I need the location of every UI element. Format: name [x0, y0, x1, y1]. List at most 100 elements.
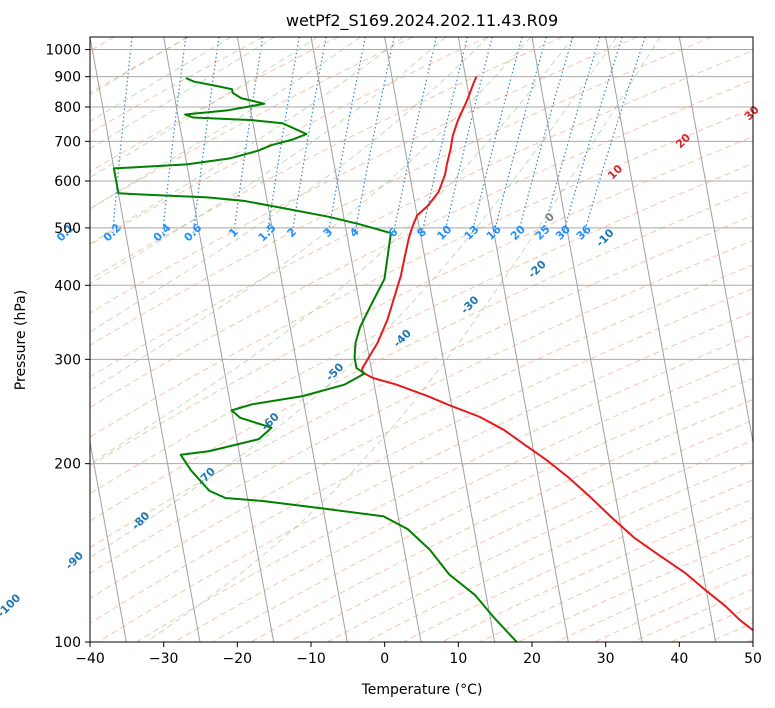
mixing-ratio-line: [266, 37, 300, 234]
y-tick-label: 100: [54, 635, 81, 651]
y-tick-label: 900: [54, 70, 81, 86]
isotherm-line: [163, 37, 275, 642]
y-tick-label: 1000: [45, 43, 81, 59]
mixing-ratio-line: [583, 37, 646, 234]
x-tick-label: 40: [670, 651, 688, 667]
isotherm-label: -50: [323, 360, 346, 383]
warm-isotherm-label: 10: [605, 162, 625, 182]
dry-adiabat: [90, 239, 753, 574]
moist-adiabat: [90, 37, 618, 559]
isotherm-label: -90: [63, 549, 86, 572]
mixing-ratio-label: 25: [533, 223, 553, 243]
x-tick-label: 30: [597, 651, 615, 667]
mixing-ratio-label: 30: [553, 222, 573, 242]
pressure-grid: [90, 49, 753, 642]
x-tick-label: 20: [523, 651, 541, 667]
dry-adiabat: [326, 439, 753, 642]
isotherm-label: -30: [458, 293, 481, 316]
y-tick-label: 800: [54, 100, 81, 116]
mixing-ratio-line: [291, 37, 327, 234]
mixing-ratio-label: 0.2: [101, 221, 124, 244]
line-labels: -100-90-80-70-60-50-40-30-20-100.1 0.2 0.4…: [0, 103, 762, 620]
dry-adiabat: [440, 498, 753, 642]
dry-adiabat: [759, 37, 775, 669]
isotherm-line: [457, 37, 569, 642]
isotherm-line: [605, 37, 717, 642]
isotherm-label: -20: [526, 257, 549, 280]
isotherm-line: [310, 37, 422, 642]
moist-adiabat: [90, 37, 404, 245]
y-tick-label: 300: [54, 352, 81, 368]
mixing-ratio-line: [421, 37, 469, 234]
mixing-ratio-line: [233, 37, 264, 234]
dry-adiabat: [90, 37, 264, 134]
dry-adiabat: [707, 622, 753, 642]
dry-adiabat: [90, 37, 339, 173]
moist-adiabat: [146, 37, 661, 642]
moist-adiabat: [90, 37, 318, 179]
isotherm-line: [752, 37, 753, 40]
profiles: [112, 76, 753, 642]
mixing-ratio-label: 20: [508, 222, 528, 242]
dry-adiabat: [90, 108, 753, 438]
dry-adiabat: [90, 287, 753, 624]
isotherm-label: -100: [0, 591, 24, 620]
x-tick-label: −10: [296, 651, 326, 667]
mixing-ratio-line: [327, 37, 366, 234]
dry-adiabat: [745, 638, 753, 642]
dry-adiabat: [90, 79, 753, 408]
mixing-ratio-label: 10: [434, 222, 454, 242]
mixing-ratio-label: 13: [462, 223, 482, 243]
y-tick-label: 400: [54, 278, 81, 294]
isotherm-label: -40: [391, 327, 414, 350]
x-tick-label: −40: [75, 651, 105, 667]
y-tick-label: 600: [54, 174, 81, 190]
dry-adiabat: [211, 377, 753, 642]
dry-adiabat: [90, 264, 753, 600]
mixing-ratio-line: [542, 37, 601, 234]
moist-adiabat: [90, 37, 232, 122]
x-tick-label: 50: [744, 651, 762, 667]
moist-adiabat: [90, 37, 532, 392]
dry-adiabat: [90, 135, 753, 467]
mixing-ratio-line: [161, 37, 187, 234]
dry-adiabat: [97, 311, 753, 642]
isotherm-label: -60: [259, 410, 282, 433]
dry-adiabat: [90, 162, 753, 495]
isotherm-line: [236, 37, 348, 642]
dry-adiabat: [722, 37, 775, 669]
dry-adiabat: [288, 419, 753, 642]
dry-adiabat: [90, 49, 753, 378]
moist-adiabat: [90, 37, 361, 210]
moist-adiabat: [90, 37, 574, 465]
temperature-profile: [361, 76, 753, 632]
y-axis-ticks: 100 200 300 400 500 600 700 800 900 1000: [45, 43, 90, 651]
x-tick-label: −30: [149, 651, 179, 667]
isotherm-line: [384, 37, 496, 642]
y-tick-label: 700: [54, 134, 81, 150]
isotherm-line: [531, 37, 643, 642]
isotherm-label: -80: [129, 509, 152, 532]
moist-adiabat: [90, 37, 489, 333]
mixing-ratio-label: 0.4: [151, 221, 174, 244]
mixing-ratio-line: [192, 37, 220, 234]
dry-adiabat: [90, 214, 753, 549]
x-tick-label: 10: [449, 651, 467, 667]
dewpoint-profile: [112, 77, 518, 642]
dry-adiabat: [90, 37, 563, 281]
mixing-ratio-line: [444, 37, 493, 234]
plot-frame: [89, 36, 754, 643]
warm-isotherm-label: 30: [742, 103, 762, 123]
y-tick-label: 200: [54, 457, 81, 473]
dry-adiabat: [135, 333, 753, 642]
y-tick-label: 500: [54, 221, 81, 237]
dry-adiabat: [516, 535, 753, 642]
background-lines: [90, 37, 775, 669]
mixing-ratio-line: [517, 37, 574, 234]
dry-adiabat: [249, 398, 753, 642]
dry-adiabat: [90, 189, 753, 522]
warm-isotherm-label: 0: [542, 210, 557, 225]
mixing-ratio-line: [112, 37, 133, 234]
